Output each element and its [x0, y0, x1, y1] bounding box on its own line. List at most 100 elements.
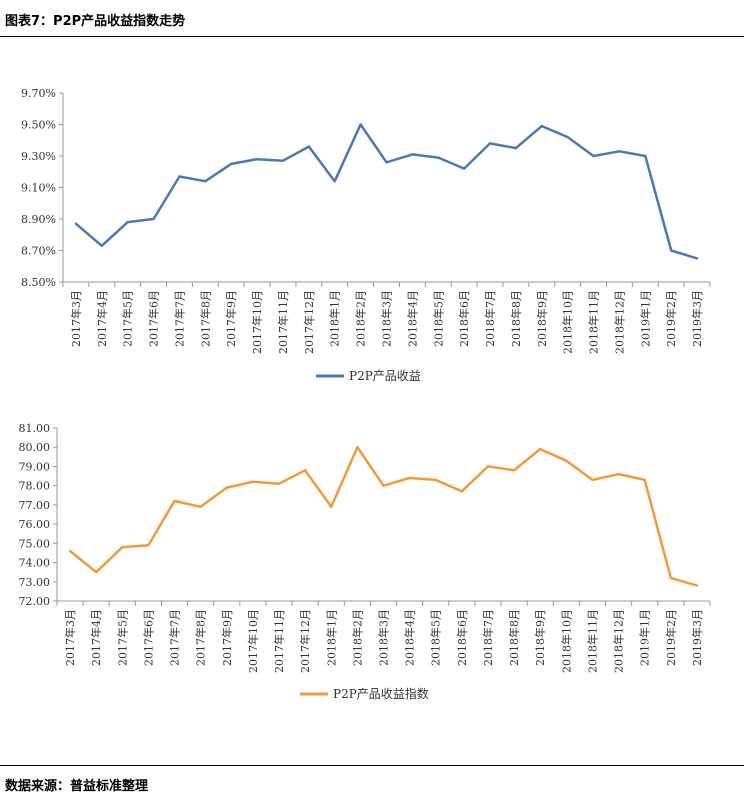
x-tick-label: 2019年1月	[638, 290, 652, 347]
data-point	[356, 446, 359, 449]
data-point	[434, 478, 437, 482]
data-point	[277, 482, 281, 485]
data-point	[695, 584, 699, 587]
x-tick-label: 2018年5月	[431, 290, 445, 347]
data-point	[617, 472, 620, 476]
data-point	[230, 162, 233, 166]
y-tick-label: 9.70%	[21, 87, 56, 100]
x-tick-label: 2017年11月	[276, 290, 290, 354]
data-point	[178, 175, 181, 178]
x-tick-label: 2018年11月	[587, 290, 601, 354]
x-tick-label: 2018年10月	[559, 609, 573, 673]
data-point	[121, 545, 124, 549]
data-point	[251, 480, 255, 484]
x-tick-label: 2017年4月	[89, 609, 103, 666]
x-tick-label: 2019年3月	[690, 290, 704, 347]
y-tick-label: 8.90%	[21, 213, 56, 226]
data-point	[330, 505, 333, 509]
x-tick-label: 2017年10月	[250, 290, 264, 354]
x-tick-label: 2017年7月	[172, 290, 186, 347]
y-tick-label: 9.30%	[21, 150, 56, 163]
bottom-rule	[0, 765, 744, 766]
x-tick-label: 2017年6月	[141, 609, 155, 666]
x-tick-label: 2018年2月	[354, 290, 368, 347]
x-tick-label: 2018年12月	[612, 609, 626, 673]
data-point	[566, 135, 569, 139]
data-point	[643, 478, 646, 482]
data-point	[333, 180, 336, 183]
x-tick-label: 2017年12月	[298, 609, 312, 673]
data-point	[100, 244, 104, 247]
x-tick-label: 2018年12月	[612, 290, 626, 354]
x-tick-label: 2018年10月	[561, 290, 575, 354]
x-tick-label: 2017年8月	[194, 609, 208, 666]
y-tick-label: 9.50%	[21, 119, 56, 132]
data-point	[669, 576, 673, 580]
data-point	[462, 167, 466, 170]
x-tick-label: 2017年5月	[115, 609, 129, 666]
y-tick-label: 9.10%	[21, 182, 56, 195]
x-tick-label: 2017年3月	[63, 609, 77, 666]
y-tick-label: 81.00	[19, 422, 51, 435]
data-point	[126, 220, 129, 224]
data-point	[385, 161, 388, 164]
data-point	[152, 217, 155, 221]
x-tick-label: 2017年5月	[121, 290, 135, 347]
data-point	[591, 478, 594, 482]
data-point	[255, 157, 259, 161]
data-point	[644, 154, 647, 158]
y-tick-label: 78.00	[19, 480, 51, 493]
x-tick-label: 2017年3月	[69, 290, 83, 347]
x-tick-label: 2018年6月	[457, 290, 471, 347]
x-tick-label: 2017年12月	[302, 290, 316, 354]
y-tick-label: 74.00	[19, 557, 51, 570]
y-tick-label: 8.70%	[21, 245, 56, 258]
x-tick-label: 2018年3月	[380, 290, 394, 347]
data-point	[488, 142, 492, 145]
data-point	[382, 484, 385, 487]
x-tick-label: 2018年8月	[507, 609, 521, 666]
data-point	[539, 447, 542, 451]
data-point	[669, 249, 673, 252]
x-tick-label: 2019年2月	[664, 290, 678, 347]
data-point	[147, 544, 150, 547]
x-tick-label: 2019年1月	[638, 609, 652, 666]
x-tick-label: 2017年6月	[147, 290, 161, 347]
y-tick-label: 77.00	[19, 499, 51, 512]
x-tick-label: 2018年8月	[509, 290, 523, 347]
data-point	[540, 124, 543, 128]
data-point	[618, 150, 621, 153]
top-rule	[0, 36, 744, 37]
x-tick-label: 2017年4月	[95, 290, 109, 347]
data-point	[592, 154, 595, 158]
data-point	[460, 490, 464, 493]
x-tick-label: 2017年11月	[272, 609, 286, 673]
x-tick-label: 2018年7月	[481, 609, 495, 666]
x-tick-label: 2018年9月	[535, 290, 549, 347]
data-point	[408, 476, 411, 480]
legend-label: P2P产品收益	[349, 369, 421, 383]
data-point	[514, 146, 518, 150]
data-point	[565, 459, 568, 462]
x-tick-label: 2018年2月	[350, 609, 364, 666]
y-tick-label: 8.50%	[21, 276, 56, 289]
data-point	[74, 222, 78, 225]
x-tick-label: 2018年5月	[429, 609, 443, 666]
data-point	[199, 505, 202, 509]
y-tick-label: 75.00	[19, 537, 51, 550]
x-tick-label: 2017年7月	[168, 609, 182, 666]
x-tick-label: 2018年4月	[405, 290, 419, 347]
figure-title: 图表7：P2P产品收益指数走势	[5, 14, 186, 29]
data-point	[695, 257, 699, 260]
data-point	[303, 469, 307, 472]
y-tick-label: 73.00	[19, 576, 51, 589]
series-line	[69, 445, 698, 587]
x-tick-label: 2017年9月	[220, 609, 234, 666]
x-tick-label: 2017年8月	[198, 290, 212, 347]
x-tick-label: 2018年11月	[585, 609, 599, 673]
x-tick-label: 2017年9月	[224, 290, 238, 347]
x-tick-label: 2018年7月	[483, 290, 497, 347]
data-point	[173, 499, 176, 503]
